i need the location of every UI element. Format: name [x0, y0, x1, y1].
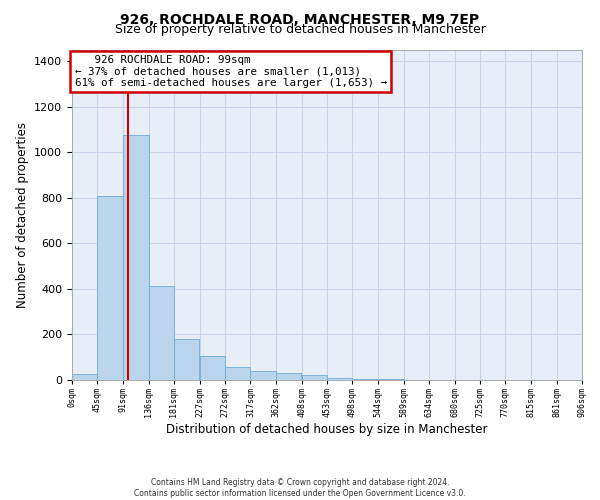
Text: 926 ROCHDALE ROAD: 99sqm
← 37% of detached houses are smaller (1,013)
61% of sem: 926 ROCHDALE ROAD: 99sqm ← 37% of detach… — [74, 55, 386, 88]
Text: Contains HM Land Registry data © Crown copyright and database right 2024.
Contai: Contains HM Land Registry data © Crown c… — [134, 478, 466, 498]
Bar — [97, 196, 122, 380]
Bar — [200, 356, 225, 380]
Text: 926, ROCHDALE ROAD, MANCHESTER, M9 7EP: 926, ROCHDALE ROAD, MANCHESTER, M9 7EP — [121, 12, 479, 26]
Bar — [302, 376, 327, 380]
Bar — [276, 373, 301, 380]
X-axis label: Distribution of detached houses by size in Manchester: Distribution of detached houses by size … — [166, 422, 488, 436]
Bar — [352, 379, 377, 380]
Y-axis label: Number of detached properties: Number of detached properties — [16, 122, 29, 308]
Bar — [174, 339, 199, 380]
Text: Size of property relative to detached houses in Manchester: Size of property relative to detached ho… — [115, 22, 485, 36]
Bar — [327, 378, 352, 380]
Bar — [123, 136, 149, 380]
Bar — [149, 286, 174, 380]
Bar — [250, 371, 276, 380]
Bar — [225, 368, 250, 380]
Bar — [72, 374, 97, 380]
